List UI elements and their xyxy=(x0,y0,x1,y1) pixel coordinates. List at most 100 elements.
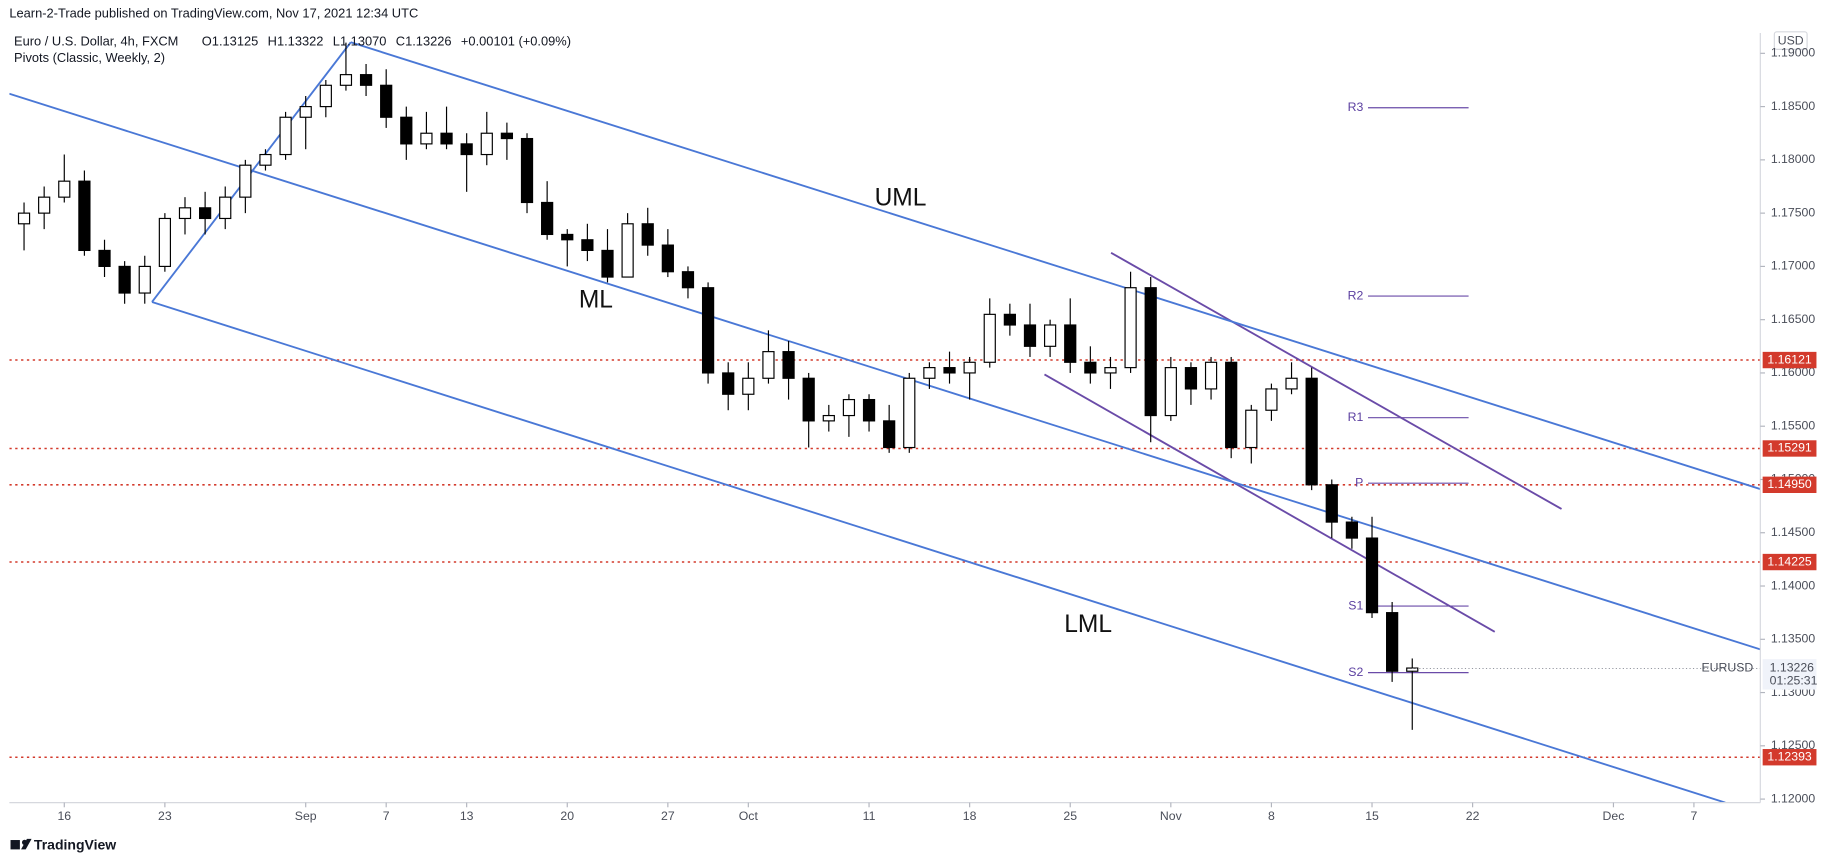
channel-label: UML xyxy=(875,184,927,211)
level-tag xyxy=(1762,476,1817,493)
candle-body xyxy=(359,74,373,86)
pivot-label: S1 xyxy=(1348,598,1363,612)
candle-body xyxy=(641,223,654,246)
candle-body xyxy=(78,180,91,252)
x-tick-label: Oct xyxy=(739,809,759,823)
trend-line xyxy=(1110,251,1562,510)
candle-body xyxy=(1023,324,1037,347)
candle-body xyxy=(762,351,775,379)
candle-body xyxy=(380,84,393,118)
candle-body xyxy=(1104,367,1117,374)
y-tick-label: 1.14000 xyxy=(1771,578,1816,592)
currency-box[interactable] xyxy=(1773,31,1808,50)
candle-body xyxy=(500,132,514,140)
y-tick-label: 1.19000 xyxy=(1771,46,1816,60)
x-tick-label: Nov xyxy=(1160,809,1183,823)
channel-label: ML xyxy=(579,286,613,313)
candle-body xyxy=(701,287,715,374)
candle-body xyxy=(480,132,493,156)
candle-body xyxy=(138,265,151,294)
candle-body xyxy=(1406,667,1419,672)
x-tick-label: 20 xyxy=(560,809,574,823)
x-tick-label: 18 xyxy=(963,809,977,823)
candle-body xyxy=(460,143,473,156)
channel-line xyxy=(9,92,1761,651)
candle-body xyxy=(862,398,876,422)
candle-body xyxy=(722,372,735,395)
x-tick-label: 16 xyxy=(57,809,71,823)
ohlc-value: C1.13226 xyxy=(396,34,452,49)
y-tick-label: 1.17000 xyxy=(1771,259,1816,273)
x-tick-label: 11 xyxy=(863,809,876,823)
candle-body xyxy=(1043,324,1057,347)
candle-body xyxy=(1365,537,1379,614)
ohlc-value: +0.00101 (+0.09%) xyxy=(461,34,571,49)
candle-body xyxy=(1386,612,1399,672)
candle-body xyxy=(1345,521,1359,539)
y-tick-label: 1.15500 xyxy=(1771,418,1816,432)
channel-label: LML xyxy=(1064,611,1112,638)
candle-body xyxy=(1124,287,1137,369)
candle-body xyxy=(339,74,353,86)
candle-body xyxy=(1164,367,1177,417)
candle-body xyxy=(299,106,312,118)
last-price-label: 1.13226 xyxy=(1770,661,1815,675)
pivot-label: R1 xyxy=(1348,410,1364,424)
y-tick-label: 1.18500 xyxy=(1771,99,1816,113)
level-tag xyxy=(1762,351,1817,369)
candle-body xyxy=(923,367,936,379)
pivot-label: R2 xyxy=(1348,288,1364,302)
x-tick-label: 27 xyxy=(661,809,675,823)
channel-line xyxy=(151,301,1726,803)
candle-body xyxy=(440,132,453,145)
pivot-label: P xyxy=(1355,475,1363,489)
candle-body xyxy=(983,313,996,363)
candle-body xyxy=(1003,313,1016,326)
candle-body xyxy=(178,207,192,220)
candle-body xyxy=(1245,409,1258,449)
x-tick-label: 8 xyxy=(1268,809,1275,823)
x-tick-label: 7 xyxy=(1691,809,1698,823)
pivot-label: R3 xyxy=(1348,100,1364,114)
level-label: 1.14225 xyxy=(1767,554,1812,568)
pivot-label: S2 xyxy=(1348,665,1363,679)
candle-body xyxy=(198,207,212,220)
candle-body xyxy=(1305,377,1318,486)
candle-body xyxy=(822,414,835,422)
candle-body xyxy=(38,196,51,214)
candle-body xyxy=(802,377,815,422)
candle-body xyxy=(943,367,956,374)
ohlc-value: O1.13125 xyxy=(202,34,259,49)
y-tick-label: 1.14500 xyxy=(1771,525,1816,539)
candle-body xyxy=(118,265,131,294)
level-tag xyxy=(1762,749,1817,766)
candle-body xyxy=(1064,324,1077,363)
candle-body xyxy=(219,196,232,220)
pivots-title: Pivots (Classic, Weekly, 2) xyxy=(14,50,165,65)
ohlc-value: L1.13070 xyxy=(333,34,387,49)
candle-body xyxy=(1204,361,1218,390)
level-label: 1.15291 xyxy=(1767,441,1812,455)
candle-body xyxy=(681,271,695,289)
x-tick-label: 22 xyxy=(1466,809,1480,823)
currency: USD xyxy=(1778,33,1804,47)
brand: TradingView xyxy=(34,837,116,853)
candle-body xyxy=(279,116,292,156)
candle-body xyxy=(17,212,31,225)
level-tag xyxy=(1762,440,1817,457)
candle-body xyxy=(58,180,71,198)
candle-body xyxy=(259,153,272,166)
candle-body xyxy=(1225,361,1238,449)
x-tick-label: 15 xyxy=(1365,809,1379,823)
y-tick-label: 1.16000 xyxy=(1771,365,1816,379)
ohlc-value: H1.13322 xyxy=(268,34,324,49)
candle-body xyxy=(883,420,896,449)
candle-body xyxy=(1325,484,1338,523)
candle-body xyxy=(158,217,171,267)
candle-body xyxy=(601,249,614,278)
channel-line xyxy=(350,41,1761,490)
y-tick-label: 1.17500 xyxy=(1771,205,1816,219)
level-label: 1.12393 xyxy=(1767,749,1812,763)
